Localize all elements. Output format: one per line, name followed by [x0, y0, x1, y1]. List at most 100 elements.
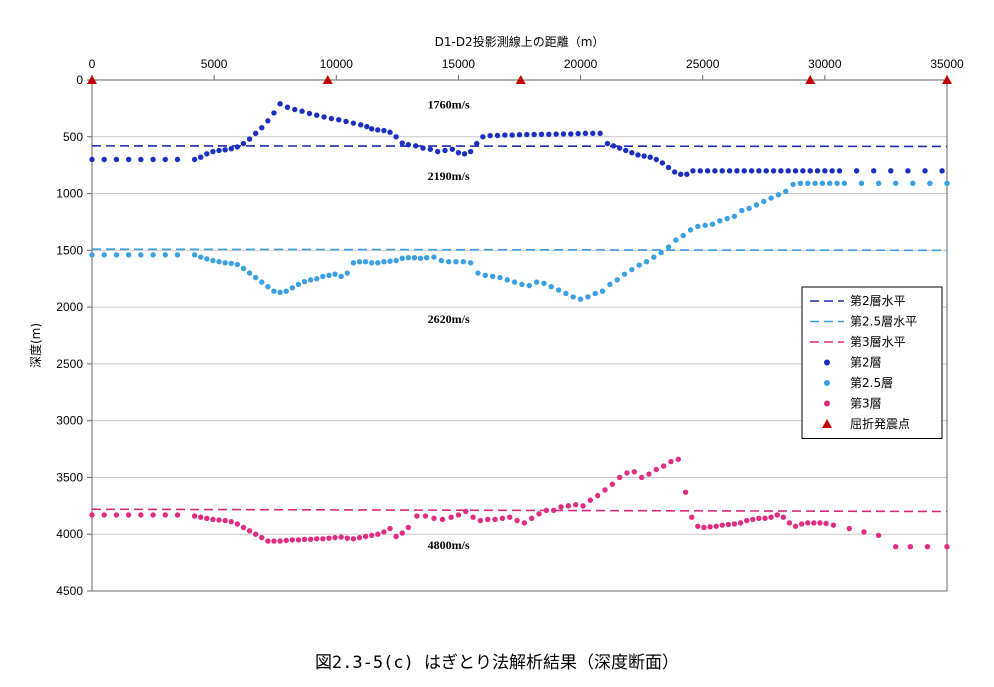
- legend-swatch-4: [824, 380, 830, 386]
- series-5-point-1: [101, 512, 107, 518]
- series-3-point-61: [546, 131, 552, 137]
- series-4-point-66: [570, 294, 576, 300]
- series-3-point-64: [568, 131, 574, 137]
- series-4-point-25: [295, 281, 302, 288]
- series-3-point-83: [690, 168, 696, 174]
- series-5-point-102: [817, 520, 823, 526]
- series-3-point-94: [770, 168, 777, 174]
- series-3-point-104: [853, 168, 860, 174]
- series-5-point-26: [301, 536, 308, 543]
- series-5-point-79: [675, 456, 681, 462]
- series-5-point-92: [756, 515, 762, 522]
- series-4-point-12: [216, 258, 222, 265]
- series-5-point-100: [805, 520, 811, 526]
- series-4-point-37: [369, 260, 375, 266]
- series-5-point-59: [529, 515, 535, 522]
- series-4-point-17: [246, 270, 253, 276]
- series-5-point-18: [252, 531, 259, 537]
- horizontal-reference-lines: [91, 145, 948, 513]
- series-4-point-24: [289, 285, 296, 291]
- x-axis-title: D1-D2投影測線上の距離（m）: [435, 34, 605, 49]
- series-3-point-41: [405, 142, 412, 148]
- series-3-point-54: [494, 132, 501, 139]
- series-5-point-106: [861, 529, 867, 535]
- legend-label-6: 屈折発震点: [850, 416, 910, 431]
- series-5-point-107: [875, 532, 882, 539]
- series-3-point-95: [778, 168, 784, 174]
- series-4-point-14: [228, 260, 234, 267]
- series-3-point-30: [336, 117, 342, 123]
- series-5-point-83: [701, 524, 707, 531]
- series-4-point-108: [927, 180, 933, 187]
- series-3-point-93: [763, 168, 769, 174]
- series-4-point-31: [332, 271, 338, 277]
- legend-label-3: 第2層: [850, 356, 882, 370]
- series-4-point-44: [411, 255, 418, 261]
- series-5-point-69: [602, 487, 608, 493]
- series-5-point-110: [924, 544, 931, 550]
- series-4-point-92: [761, 198, 767, 205]
- figure-caption: 図2.3-5(c) はぎとり法解析結果（深度断面）: [314, 653, 680, 673]
- series-3-point-21: [271, 110, 277, 116]
- series-4-point-38: [375, 260, 381, 266]
- series-4-point-10: [204, 256, 210, 262]
- series-3-point-74: [635, 152, 641, 158]
- series-5-point-88: [731, 521, 738, 527]
- series-4-point-89: [739, 207, 745, 214]
- series-4-point-46: [423, 255, 430, 261]
- series-4-point-15: [234, 261, 241, 268]
- series-4-point-62: [541, 280, 547, 286]
- series-3-point-101: [822, 168, 828, 174]
- series-5-point-108: [893, 544, 899, 550]
- series-4-point-53: [475, 270, 481, 276]
- series-4-point-54: [482, 272, 488, 279]
- series-3-point-92: [756, 168, 762, 174]
- x-tick-label-25000: 25000: [686, 57, 720, 71]
- series-5-point-96: [780, 514, 787, 520]
- series-3-point-8: [191, 156, 198, 163]
- series-3-point-100: [814, 168, 821, 174]
- series-4-point-74: [629, 266, 635, 273]
- series-3-point-76: [647, 154, 653, 160]
- series-4-point-7: [174, 252, 181, 258]
- series-3-point-70: [610, 143, 617, 149]
- series-5-point-45: [422, 513, 429, 519]
- series-4-point-98: [805, 180, 811, 187]
- series-4-point-43: [405, 255, 412, 261]
- y-tick-label-1500: 1500: [56, 243, 83, 257]
- velocity-label-3: 4800m/s: [428, 538, 470, 552]
- series-4-point-58: [511, 279, 518, 285]
- series-5-point-81: [689, 514, 695, 520]
- series-4-point-20: [265, 283, 271, 290]
- series-4-point-23: [283, 288, 289, 294]
- series-3-point-106: [888, 168, 894, 174]
- series-4-point-40: [387, 258, 393, 264]
- series-4-point-85: [709, 221, 716, 227]
- series-4-point-1: [101, 252, 107, 258]
- series-4-point-79: [665, 244, 672, 250]
- series-5-point-63: [558, 504, 564, 510]
- series-3-point-4: [138, 156, 144, 163]
- series-4-point-32: [338, 273, 344, 280]
- series-5-point-40: [387, 525, 393, 532]
- series-5-point-94: [768, 514, 774, 520]
- series-3-point-108: [922, 168, 928, 174]
- series-3-point-60: [538, 131, 545, 137]
- series-5-point-13: [222, 517, 228, 524]
- series-3-point-17: [246, 136, 253, 142]
- series-5-point-64: [565, 503, 572, 509]
- series-4-point-45: [417, 255, 424, 261]
- series-3-point-67: [590, 130, 596, 137]
- series-3-point-73: [629, 149, 635, 156]
- series-3-point-27: [314, 112, 320, 118]
- y-axis-ticks: 0 500 1000 1500 2000 2500 3000 3500 4000 4500: [56, 73, 92, 598]
- series-4-point-106: [893, 180, 899, 187]
- series-5-point-43: [405, 524, 412, 531]
- series-3-point-52: [480, 134, 486, 140]
- series-3-point-91: [748, 168, 755, 174]
- series-3-point-32: [350, 120, 357, 126]
- series-5-point-48: [448, 514, 454, 520]
- series-4-point-82: [687, 227, 694, 233]
- series-3-point-85: [704, 168, 711, 174]
- series-4-point-51: [460, 258, 467, 265]
